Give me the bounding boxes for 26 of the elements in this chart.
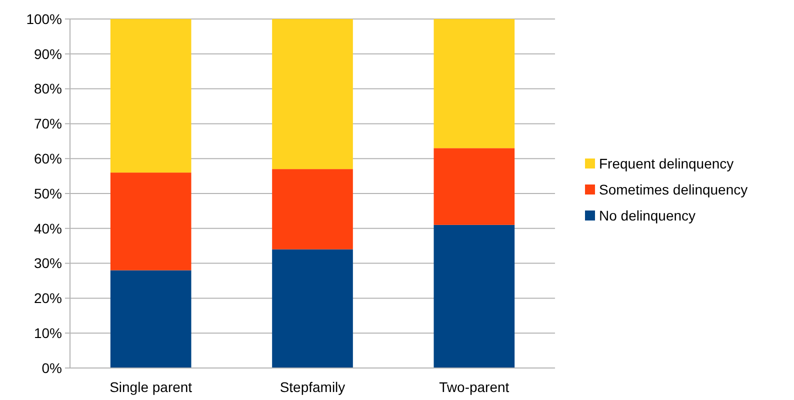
y-tick-label: 0% (42, 360, 62, 376)
bar (434, 148, 515, 225)
y-tick-label: 100% (26, 10, 62, 27)
bar (272, 19, 353, 170)
bar (110, 270, 192, 368)
y-tick-label: 10% (34, 325, 62, 341)
bar (110, 19, 192, 173)
bar (272, 169, 353, 250)
x-tick-label: Single parent (110, 379, 192, 395)
y-tick-label: 20% (34, 290, 62, 306)
bar (434, 19, 515, 148)
y-tick-label: 90% (34, 46, 62, 62)
legend-label: No delinquency (599, 207, 696, 224)
x-tick-label: Stepfamily (280, 379, 346, 395)
bar (434, 224, 515, 368)
y-tick-label: 70% (34, 116, 62, 132)
legend-label: Sometimes delinquency (599, 181, 748, 198)
legend-label: Frequent delinquency (599, 155, 734, 172)
bar (110, 172, 192, 270)
y-tick-label: 80% (34, 80, 62, 97)
y-tick-label: 40% (34, 220, 62, 236)
y-tick-label: 60% (34, 150, 62, 166)
x-tick-label: Two-parent (439, 379, 510, 395)
y-tick-label: 50% (34, 185, 62, 202)
bar (272, 249, 353, 368)
y-tick-label: 30% (34, 255, 62, 272)
